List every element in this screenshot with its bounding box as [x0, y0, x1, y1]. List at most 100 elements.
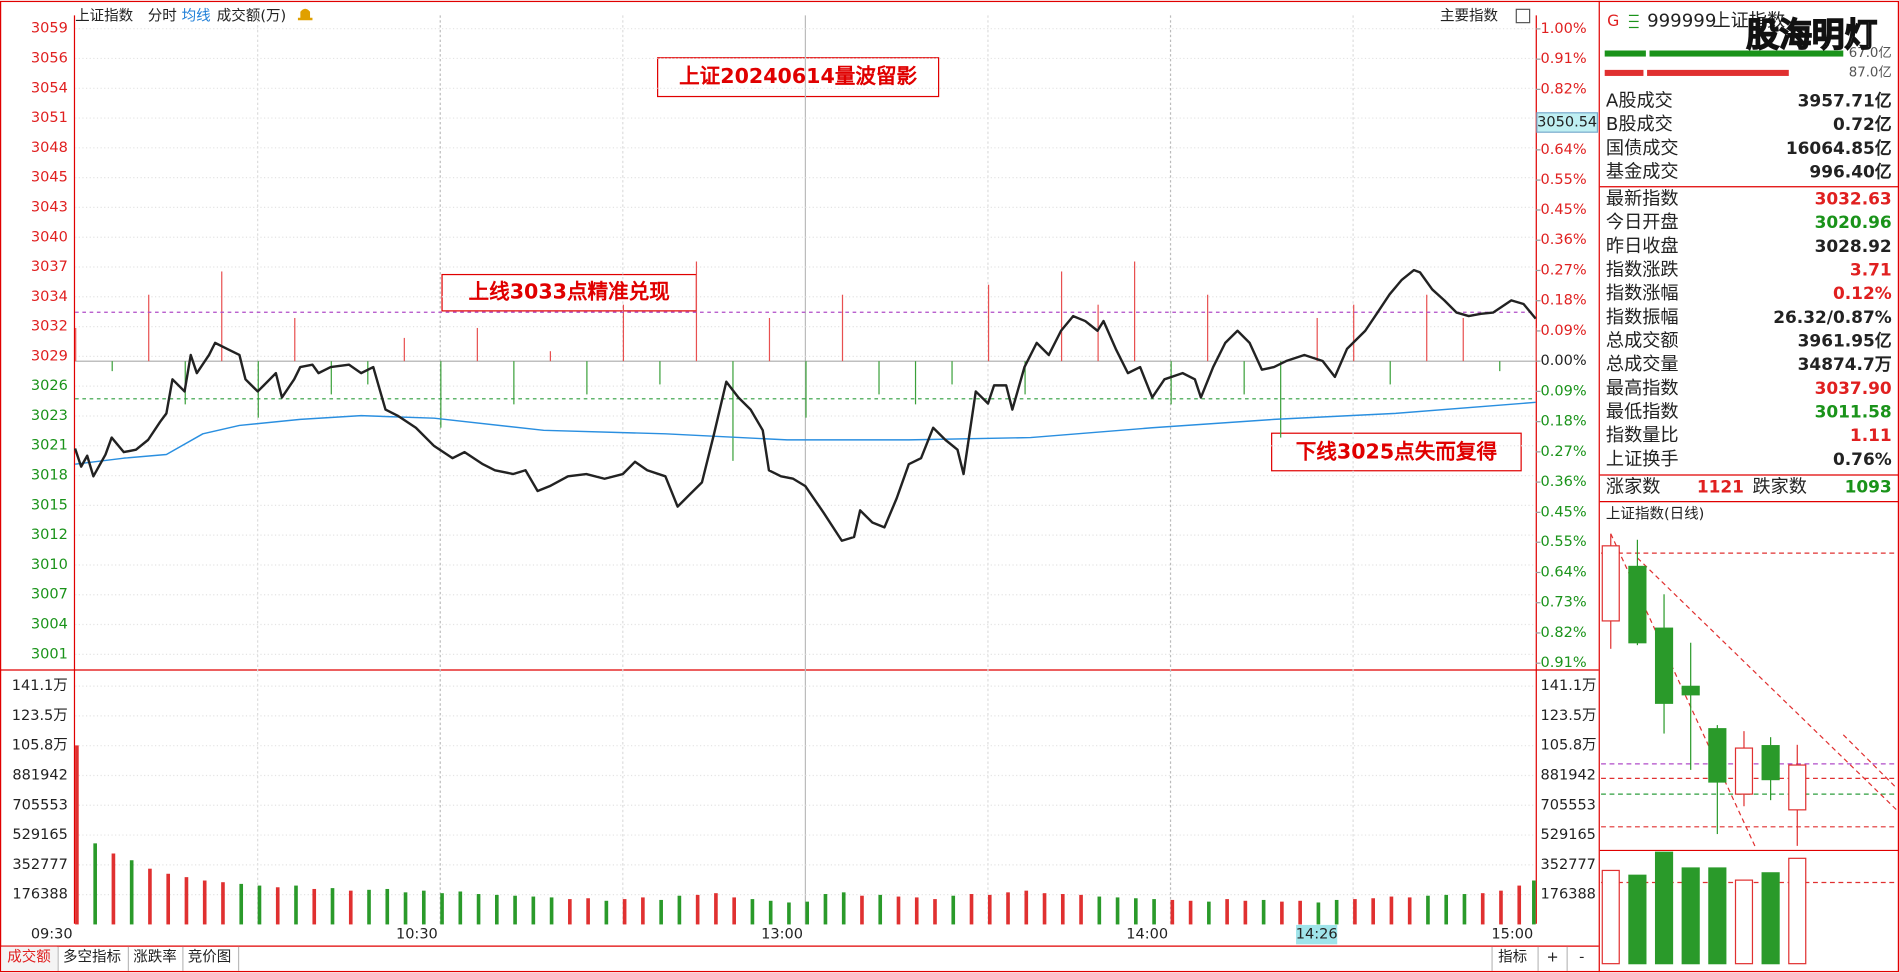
row-label: 最低指数: [1606, 402, 1679, 423]
volume-bar: [878, 894, 883, 925]
main-index-button[interactable]: 主要指数: [1440, 8, 1499, 25]
row-value: 3032.63: [1815, 188, 1892, 208]
daily-volume-bar: [1628, 874, 1647, 965]
volume-bar: [421, 890, 426, 925]
y-tick-label: 3004: [31, 616, 68, 632]
y-tick-label: 3037: [31, 259, 68, 275]
y2-tick-label: 0.09%: [1541, 323, 1587, 339]
y-tick-label: 3048: [31, 140, 68, 156]
footer-tab[interactable]: 多空指标: [63, 949, 121, 966]
volume-bar: [330, 888, 335, 925]
volume-bar: [1334, 899, 1339, 925]
volume-bar: [312, 888, 317, 925]
y2-tick-label: 0.09%: [1541, 383, 1587, 399]
volume-bar: [1261, 899, 1266, 925]
y-tick-label: 3059: [31, 21, 68, 37]
ratio-bars: [1604, 50, 1844, 76]
volume-bar: [403, 892, 408, 925]
volume-bar: [1499, 890, 1503, 925]
row-value: 0.72亿: [1833, 114, 1892, 134]
tab[interactable]: 成交额(万): [217, 7, 286, 25]
row-label: 最新指数: [1606, 188, 1679, 209]
row-label: 基金成交: [1606, 162, 1679, 183]
volume-bar: [1115, 897, 1120, 925]
y-tick-label: 123.5万: [12, 708, 68, 724]
daily-volume-bar: [1788, 857, 1807, 965]
y2-tick-label: 0.91%: [1541, 51, 1587, 67]
y-tick-label: 3056: [31, 50, 68, 66]
volume-bar: [440, 893, 444, 925]
volume-bar: [111, 853, 116, 925]
y-tick-label: 3021: [31, 438, 68, 454]
y-tick-label: 3012: [31, 527, 68, 543]
volume-bar: [458, 891, 463, 925]
volume-bar: [1152, 899, 1156, 925]
quote-name: 上证指数: [1712, 10, 1785, 31]
volume-bar: [148, 868, 152, 925]
volume-bar: [1444, 894, 1449, 925]
bell-icon[interactable]: [297, 8, 313, 21]
badge[interactable]: G: [1607, 11, 1619, 30]
breadth-value: 1121: [1697, 477, 1744, 497]
volume-bar: [348, 890, 353, 925]
tab[interactable]: 均线: [182, 8, 211, 25]
volume-bar: [294, 885, 298, 925]
volume-bar: [732, 897, 736, 925]
panel-icon[interactable]: [1515, 8, 1531, 24]
volume-bar: [987, 894, 992, 925]
volume-bar: [221, 882, 225, 925]
row-value: 3037.90: [1815, 378, 1892, 398]
candle-body: [1654, 627, 1674, 704]
tab-dividers: [57, 946, 1568, 971]
y2-tick-label: 0.36%: [1541, 474, 1587, 490]
breadth-label: 跌家数: [1752, 477, 1806, 498]
volume-bar: [1170, 899, 1175, 925]
volume-bar: [568, 899, 572, 925]
volume-bar: [1243, 900, 1248, 925]
candle-body: [1761, 745, 1780, 781]
volume-bar: [860, 895, 864, 925]
candle-body: [1734, 747, 1754, 795]
row-label: 指数量比: [1606, 425, 1679, 446]
y-tick-label: 105.8万: [1541, 738, 1597, 754]
cursor-price-box: [1536, 112, 1599, 133]
y-tick-label: 3023: [31, 408, 68, 424]
volume-bar: [1407, 897, 1412, 925]
row-label: 上证换手: [1606, 449, 1679, 470]
volume-bar: [1188, 900, 1193, 925]
volume-bar: [75, 745, 79, 925]
footer-tab[interactable]: 竞价图: [188, 948, 232, 966]
daily-volume-bar: [1761, 872, 1780, 965]
annotation-box: [441, 273, 697, 312]
y2-tick-label: 0.55%: [1541, 172, 1587, 188]
volume-bar: [1042, 893, 1047, 925]
volume-bar: [367, 889, 371, 925]
y-tick-label: 176388: [1541, 887, 1596, 903]
quote-code: 999999: [1647, 10, 1716, 31]
zoom-button[interactable]: -: [1579, 950, 1584, 966]
y-tick-label: 529165: [12, 827, 67, 843]
indicator-button[interactable]: 指标: [1498, 949, 1527, 966]
row-value: 0.76%: [1833, 449, 1892, 469]
y-tick-label: 3043: [31, 199, 68, 215]
zoom-button[interactable]: +: [1547, 950, 1559, 966]
daily-volume-bar: [1681, 867, 1700, 965]
cursor-time: 14:26: [1296, 927, 1338, 943]
y-tick-label: 881942: [1541, 767, 1596, 783]
row-value: 26.32/0.87%: [1773, 307, 1892, 327]
y-tick-label: 123.5万: [1541, 708, 1597, 724]
cursor-price: 3050.54: [1537, 114, 1597, 130]
x-tick-label: 09:30: [31, 927, 73, 943]
annotation: 上证20240614量波留影: [679, 64, 917, 88]
tab[interactable]: 分时: [148, 8, 177, 25]
x-tick-label: 13:00: [761, 927, 803, 943]
y2-tick-label: 1.00%: [1541, 21, 1587, 37]
y-tick-label: 705553: [12, 797, 67, 813]
footer-tab[interactable]: 成交额: [7, 948, 51, 966]
footer-tab[interactable]: 涨跌率: [133, 949, 177, 966]
list-icon[interactable]: [1628, 14, 1639, 29]
volume-bar: [93, 843, 97, 925]
volume-bar: [1426, 895, 1430, 925]
candle-body: [1601, 545, 1620, 622]
